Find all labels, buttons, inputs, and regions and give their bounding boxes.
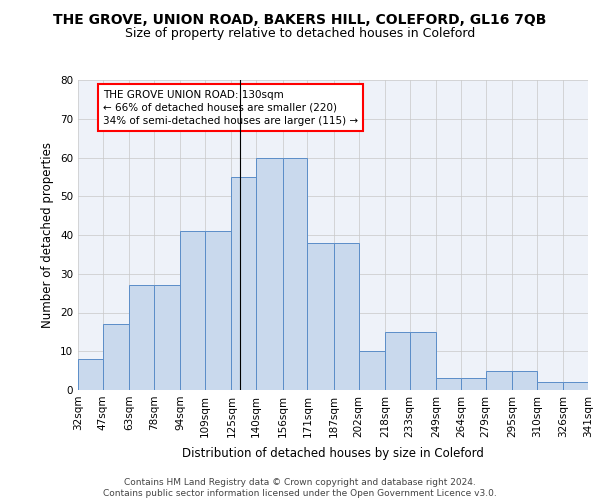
Bar <box>103 324 129 390</box>
Bar <box>307 243 334 390</box>
Bar <box>232 177 256 390</box>
Bar <box>154 286 181 390</box>
Bar <box>129 286 154 390</box>
Text: THE GROVE UNION ROAD: 130sqm
← 66% of detached houses are smaller (220)
34% of s: THE GROVE UNION ROAD: 130sqm ← 66% of de… <box>103 90 358 126</box>
Text: THE GROVE, UNION ROAD, BAKERS HILL, COLEFORD, GL16 7QB: THE GROVE, UNION ROAD, BAKERS HILL, COLE… <box>53 12 547 26</box>
Bar <box>588 386 600 390</box>
Text: Contains HM Land Registry data © Crown copyright and database right 2024.
Contai: Contains HM Land Registry data © Crown c… <box>103 478 497 498</box>
Bar <box>334 243 359 390</box>
Bar <box>359 351 385 390</box>
Bar <box>78 359 103 390</box>
Y-axis label: Number of detached properties: Number of detached properties <box>41 142 55 328</box>
Bar <box>385 332 410 390</box>
Bar <box>436 378 461 390</box>
Bar <box>256 158 283 390</box>
Text: Distribution of detached houses by size in Coleford: Distribution of detached houses by size … <box>182 448 484 460</box>
Bar <box>410 332 436 390</box>
Bar <box>283 158 307 390</box>
Bar <box>537 382 563 390</box>
Bar <box>563 382 588 390</box>
Bar <box>485 370 512 390</box>
Bar <box>512 370 537 390</box>
Bar <box>461 378 485 390</box>
Bar <box>181 231 205 390</box>
Text: Size of property relative to detached houses in Coleford: Size of property relative to detached ho… <box>125 28 475 40</box>
Bar <box>205 231 232 390</box>
